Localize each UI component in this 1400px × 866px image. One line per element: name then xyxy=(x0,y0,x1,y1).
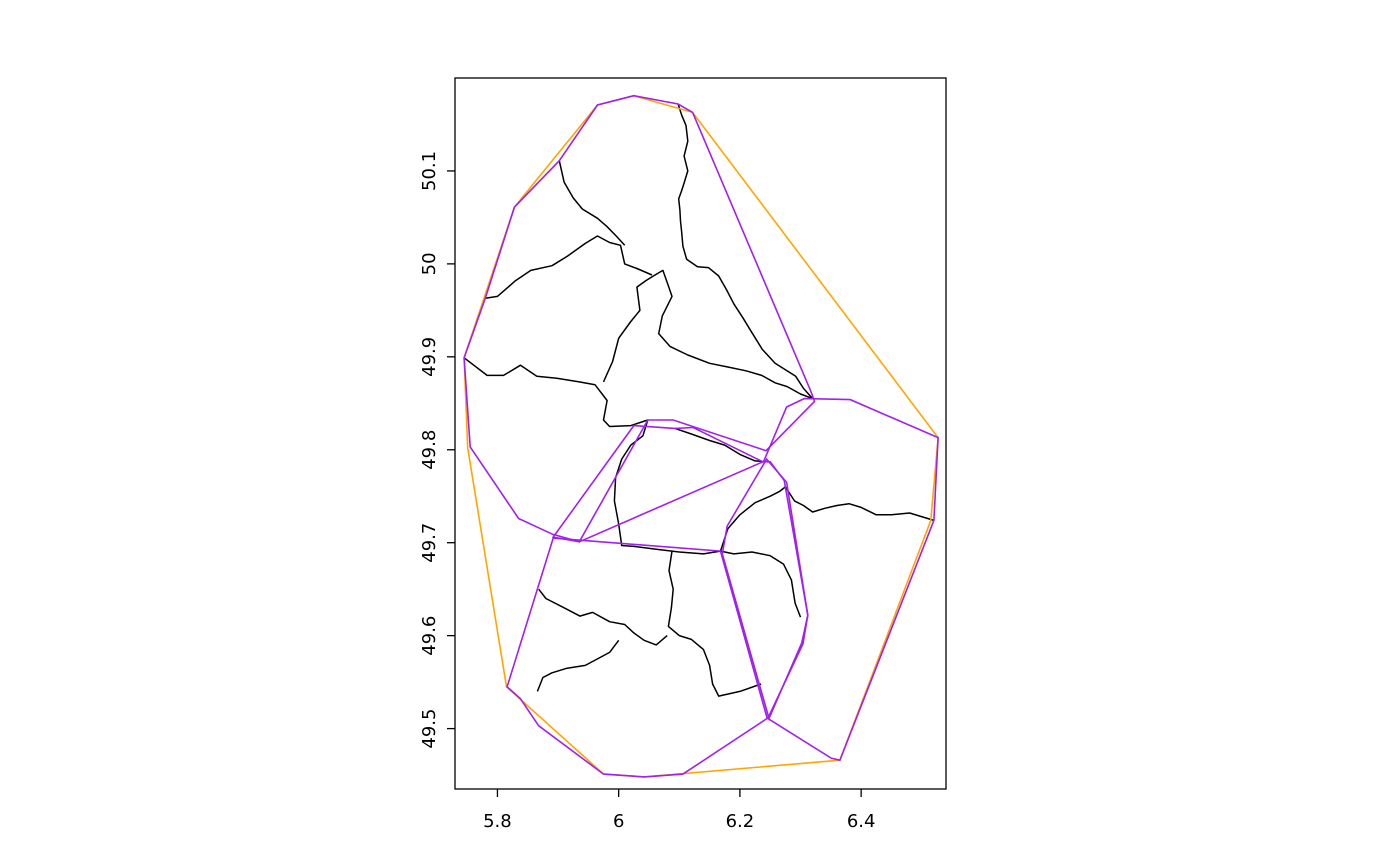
plot-frame xyxy=(454,77,947,790)
y-axis: 49.5 49.6 49.7 49.8 49.9 50 50.1 xyxy=(419,151,455,749)
boundary-line-4 xyxy=(558,160,626,246)
inner-hull-0 xyxy=(463,94,816,543)
y-tick-label: 49.5 xyxy=(419,709,440,749)
boundary-line-9 xyxy=(667,550,762,697)
x-tick-label: 5.8 xyxy=(483,811,512,832)
outer-hull-polygon xyxy=(463,94,939,778)
x-tick-label: 6 xyxy=(613,811,624,832)
y-tick-label: 49.6 xyxy=(419,616,440,656)
boundary-line-0 xyxy=(677,103,814,400)
x-tick-label: 6.4 xyxy=(847,811,876,832)
boundary-line-7 xyxy=(719,486,935,552)
y-tick-label: 49.7 xyxy=(419,523,440,563)
boundary-line-3 xyxy=(485,235,653,300)
outer-hull xyxy=(463,94,939,778)
x-axis: 5.8 6 6.2 6.4 xyxy=(483,789,875,832)
y-tick-label: 50.1 xyxy=(419,151,440,191)
y-tick-label: 49.9 xyxy=(419,337,440,377)
boundary-line-6 xyxy=(674,427,767,463)
inner-hulls xyxy=(463,94,939,778)
boundary-line-2 xyxy=(602,269,813,400)
boundary-line-1 xyxy=(463,357,649,428)
x-tick-label: 6.2 xyxy=(726,811,755,832)
boundary-line-11 xyxy=(536,639,620,692)
inner-hull-3 xyxy=(721,457,809,721)
boundary-line-8 xyxy=(720,550,802,618)
inner-hull-4 xyxy=(506,537,769,778)
y-tick-label: 49.8 xyxy=(419,430,440,470)
boundary-line-10 xyxy=(538,588,668,646)
y-tick-label: 50 xyxy=(419,252,440,275)
inner-hull-2 xyxy=(762,397,939,762)
region-boundaries xyxy=(463,103,935,697)
